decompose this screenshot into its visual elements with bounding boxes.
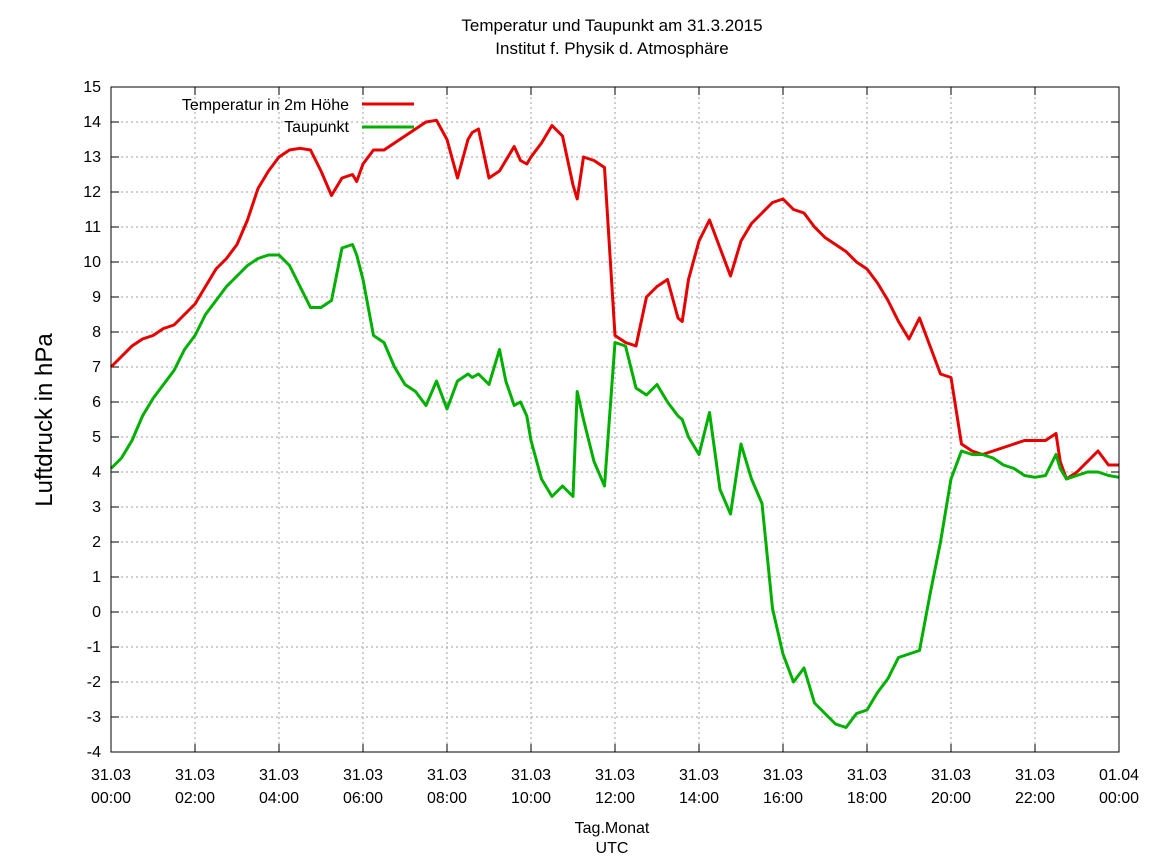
x-tick-label-time: 02:00 xyxy=(175,790,215,807)
y-tick-label: 12 xyxy=(83,184,101,201)
x-tick-label-date: 31.03 xyxy=(511,767,551,784)
legend-label-temperatur: Temperatur in 2m Höhe xyxy=(182,97,349,114)
x-axis-label: Tag.Monat xyxy=(575,820,650,837)
y-tick-label: 3 xyxy=(92,499,101,516)
x-tick-label-time: 22:00 xyxy=(1015,790,1055,807)
x-tick-label-date: 31.03 xyxy=(343,767,383,784)
x-tick-label-time: 10:00 xyxy=(511,790,551,807)
plot-frame xyxy=(110,86,1120,753)
y-tick-label: 4 xyxy=(92,464,101,481)
x-tick-label-time: 00:00 xyxy=(1099,790,1139,807)
grid xyxy=(111,87,1119,752)
x-tick-label-time: 14:00 xyxy=(679,790,719,807)
y-tick-label: 1 xyxy=(92,569,101,586)
x-tick-label-time: 16:00 xyxy=(763,790,803,807)
y-tick-label: 11 xyxy=(84,219,101,236)
y-tick-label: 13 xyxy=(83,149,101,166)
x-tick-label-date: 31.03 xyxy=(931,767,971,784)
y-tick-label: 14 xyxy=(83,114,101,131)
y-tick-label: -3 xyxy=(87,709,101,726)
x-tick-label-time: 04:00 xyxy=(259,790,299,807)
legend: Temperatur in 2m Höhe Taupunkt xyxy=(182,97,414,136)
y-tick-label: 15 xyxy=(83,79,101,96)
x-axis-label-utc: UTC xyxy=(596,840,629,857)
y-tick-label: 2 xyxy=(92,534,101,551)
y-tick-label: 10 xyxy=(83,254,101,271)
y-tick-label: -2 xyxy=(87,674,101,691)
x-tick-label-date: 01.04 xyxy=(1099,767,1139,784)
x-tick-label-time: 12:00 xyxy=(595,790,635,807)
x-tick-label-date: 31.03 xyxy=(847,767,887,784)
chart-subtitle: Institut f. Physik d. Atmosphäre xyxy=(495,39,728,58)
x-tick-label-time: 06:00 xyxy=(343,790,383,807)
y-axis-label: Luftdruck in hPa xyxy=(31,333,58,507)
x-tick-label-date: 31.03 xyxy=(595,767,635,784)
y-tick-label: 5 xyxy=(92,429,101,446)
y-tick-label: -4 xyxy=(87,744,101,761)
taupunkt-line xyxy=(109,243,1120,729)
y-tick-label: 8 xyxy=(92,324,101,341)
legend-label-taupunkt: Taupunkt xyxy=(284,119,349,136)
x-tick-label-date: 31.03 xyxy=(763,767,803,784)
x-tick-label-date: 31.03 xyxy=(427,767,467,784)
temperatur-line xyxy=(109,118,1119,481)
y-tick-label: 6 xyxy=(92,394,101,411)
x-tick-label-date: 31.03 xyxy=(175,767,215,784)
y-tick-label: 0 xyxy=(92,604,101,621)
y-tick-label: 7 xyxy=(92,359,101,376)
y-tick-label: 9 xyxy=(92,289,101,306)
x-tick-label-date: 31.03 xyxy=(91,767,131,784)
x-tick-label-date: 31.03 xyxy=(259,767,299,784)
x-tick-label-time: 20:00 xyxy=(931,790,971,807)
x-tick-label-time: 18:00 xyxy=(847,790,887,807)
y-tick-label: -1 xyxy=(87,639,101,656)
x-tick-label-time: 00:00 xyxy=(91,790,131,807)
x-tick-label-date: 31.03 xyxy=(1015,767,1055,784)
chart-title: Temperatur und Taupunkt am 31.3.2015 xyxy=(461,16,762,35)
series-group xyxy=(109,118,1120,729)
x-tick-label-date: 31.03 xyxy=(679,767,719,784)
x-tick-label-time: 08:00 xyxy=(427,790,467,807)
